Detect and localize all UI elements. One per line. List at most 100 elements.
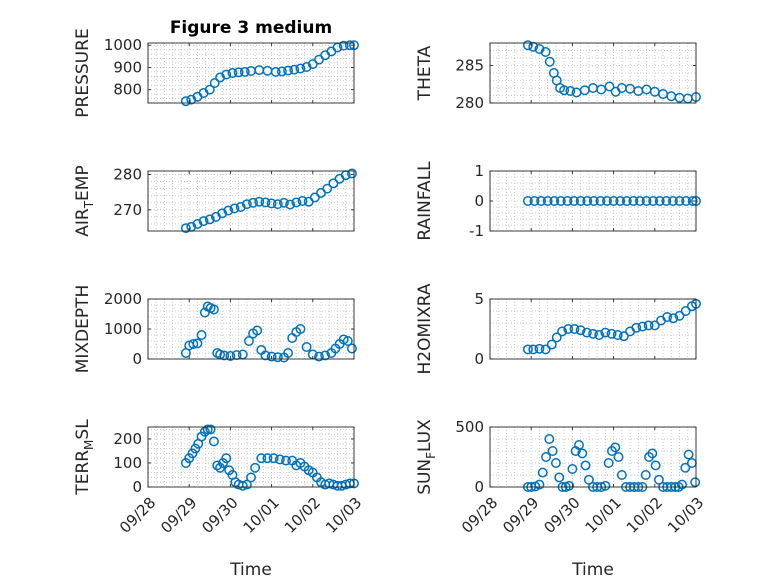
data-point (217, 208, 228, 219)
data-point (268, 453, 279, 464)
data-point (192, 218, 203, 229)
data-point (204, 84, 215, 95)
data-point (606, 328, 617, 339)
data-point (569, 324, 580, 334)
x-axis-label: Time (571, 560, 614, 580)
axes-box (489, 42, 697, 104)
data-point (547, 446, 558, 456)
data-point (186, 94, 197, 105)
data-point (241, 199, 252, 210)
x-tick-label: 10/02 (281, 494, 324, 537)
data-point (252, 325, 263, 336)
data-point (551, 332, 562, 343)
data-point (579, 85, 590, 96)
y-tick-label: 280 (113, 166, 142, 184)
data-point (682, 93, 693, 104)
data-point (641, 196, 652, 206)
data-point (208, 436, 219, 447)
y-tick-label: 285 (455, 57, 484, 75)
data-point (541, 452, 551, 462)
data-point (631, 322, 642, 333)
data-point (534, 479, 545, 490)
data-point (540, 47, 551, 57)
axes-box (147, 426, 355, 488)
data-point (223, 205, 234, 216)
data-point (301, 342, 312, 352)
data-point (204, 214, 215, 225)
data-point (180, 96, 191, 107)
chart-title: Figure 3 medium (170, 18, 332, 38)
data-point (647, 448, 658, 459)
y-tick-label: 1000 (104, 36, 142, 54)
data-point (235, 202, 246, 212)
data-point (276, 66, 287, 77)
y-tick-label: 2000 (104, 290, 142, 308)
data-point (199, 426, 210, 437)
data-point (687, 196, 698, 206)
data-point (260, 350, 271, 361)
data-point (246, 472, 256, 483)
data-point (301, 62, 312, 72)
axes-box (147, 42, 355, 104)
data-point (604, 81, 615, 92)
data-point (291, 197, 302, 208)
data-point (562, 196, 573, 206)
data-point (260, 197, 271, 208)
data-point (588, 328, 598, 339)
data-point (212, 460, 223, 471)
data-point (289, 64, 300, 75)
data-point (641, 84, 652, 95)
data-point (681, 196, 692, 206)
y-tick-label: 1000 (104, 320, 142, 338)
data-point (219, 350, 230, 361)
data-point (637, 321, 648, 332)
data-point (241, 479, 252, 490)
data-point (549, 196, 560, 206)
data-point (653, 474, 664, 485)
data-point (667, 196, 678, 206)
axes-box (147, 170, 355, 232)
data-point (192, 338, 203, 349)
data-point (600, 327, 611, 338)
data-point (650, 460, 661, 471)
data-point (621, 196, 632, 206)
x-tick-label: 09/30 (198, 494, 241, 537)
y-axis-label: H2OMIXRA (415, 283, 435, 374)
y-tick-label: 0 (132, 478, 142, 496)
x-tick-label: 10/01 (240, 494, 283, 537)
data-point (580, 460, 591, 471)
y-tick-label: 200 (113, 430, 142, 448)
subplot-air_temp: 270 280 AIRTEMP (73, 165, 357, 237)
subplot-rainfall: -1 0 1 RAINFALL (415, 161, 701, 241)
data-point (309, 192, 320, 203)
data-point (674, 196, 685, 206)
data-point (588, 196, 599, 206)
data-point (542, 196, 553, 206)
y-axis-label: SUNFLUX (415, 419, 438, 495)
data-point (569, 196, 579, 206)
data-point (262, 65, 273, 76)
data-point (215, 462, 226, 473)
data-point (272, 352, 283, 363)
data-point (674, 310, 685, 321)
data-point (208, 304, 219, 315)
data-point (612, 330, 623, 340)
data-point (188, 339, 199, 349)
data-point (577, 448, 588, 459)
data-point (215, 72, 226, 83)
y-tick-label: 100 (113, 454, 142, 472)
data-point (281, 455, 291, 466)
data-point (534, 343, 545, 354)
data-point (618, 331, 629, 342)
data-point (648, 196, 659, 206)
data-point (680, 306, 691, 316)
x-tick-label: 09/30 (540, 494, 583, 537)
data-point (270, 66, 281, 77)
data-point (544, 434, 555, 444)
y-axis-label: AIRTEMP (73, 165, 96, 236)
y-axis-label: PRESSURE (73, 28, 93, 117)
data-point (564, 480, 575, 491)
data-point (522, 344, 533, 355)
data-point (225, 351, 236, 361)
subplot-h2omixra: 0 5 H2OMIXRA (415, 283, 701, 375)
